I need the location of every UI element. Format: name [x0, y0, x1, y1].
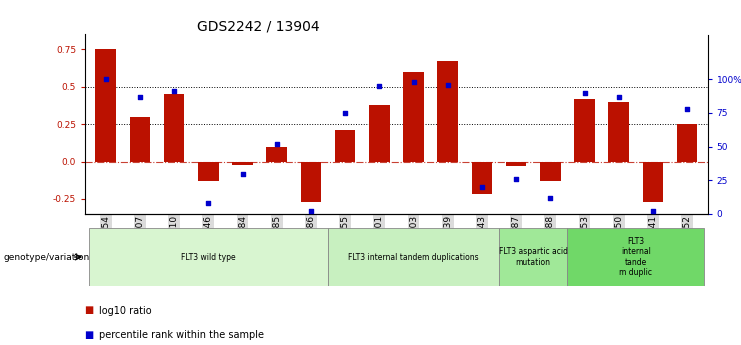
Point [100, 77, 112, 82]
Bar [568, 228, 704, 286]
Bar [506, 161, 526, 166]
Text: FLT3 wild type: FLT3 wild type [181, 253, 236, 262]
Point [373, 83, 385, 89]
Point [545, 195, 556, 200]
Bar [198, 161, 219, 181]
Bar [267, 147, 287, 161]
Bar [96, 49, 116, 161]
Bar [677, 124, 697, 161]
Bar [608, 102, 629, 161]
Bar [499, 228, 568, 286]
Text: FLT3 internal tandem duplications: FLT3 internal tandem duplications [348, 253, 479, 262]
Point [339, 110, 351, 116]
Text: percentile rank within the sample: percentile rank within the sample [99, 330, 264, 339]
Point [511, 176, 522, 182]
Point [442, 82, 453, 88]
Text: FLT3 aspartic acid
mutation: FLT3 aspartic acid mutation [499, 247, 568, 267]
Point [408, 79, 419, 85]
Bar [89, 228, 328, 286]
Text: log10 ratio: log10 ratio [99, 306, 151, 315]
Point [168, 89, 180, 94]
Point [647, 208, 659, 214]
Bar [232, 161, 253, 165]
Bar [472, 161, 492, 195]
Bar [540, 161, 561, 181]
Point [579, 90, 591, 96]
Bar [642, 161, 663, 202]
Point [681, 106, 693, 112]
Bar [164, 94, 185, 161]
Bar [301, 161, 321, 202]
Point [134, 94, 146, 100]
Point [476, 184, 488, 190]
Bar [130, 117, 150, 161]
Point [270, 141, 282, 147]
Point [236, 171, 248, 176]
Text: ■: ■ [85, 330, 98, 339]
Bar [403, 72, 424, 161]
Bar [328, 228, 499, 286]
Text: GDS2242 / 13904: GDS2242 / 13904 [197, 19, 320, 33]
Point [613, 94, 625, 100]
Bar [369, 105, 390, 161]
Bar [437, 61, 458, 161]
Point [305, 208, 317, 214]
Text: FLT3
internal
tande
m duplic: FLT3 internal tande m duplic [619, 237, 652, 277]
Bar [574, 99, 595, 161]
Text: genotype/variation: genotype/variation [4, 253, 90, 262]
Bar [335, 130, 356, 161]
Text: ■: ■ [85, 306, 98, 315]
Point [202, 200, 214, 206]
